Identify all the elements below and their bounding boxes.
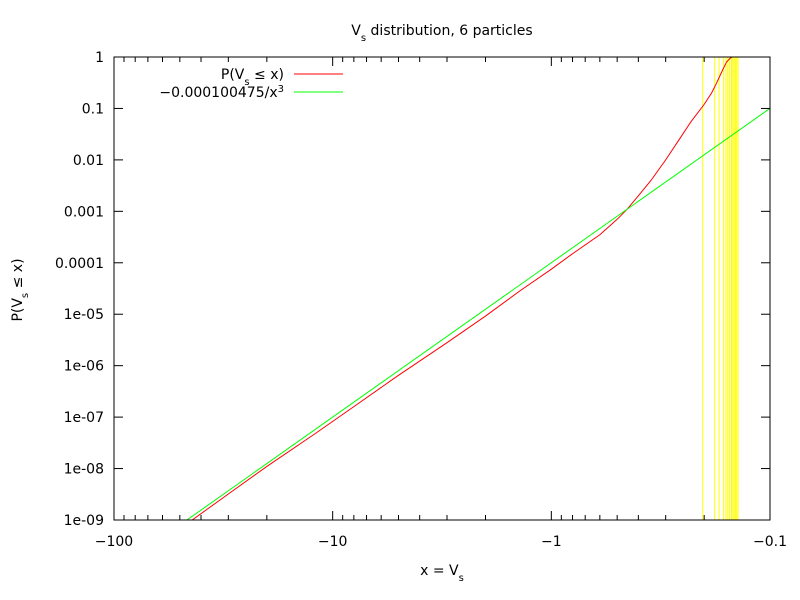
legend: P(Vs ≤ x) −0.000100475/x3 (159, 67, 343, 101)
x-axis-title: x = Vs (420, 563, 464, 584)
series-line-0 (191, 57, 746, 520)
x-tick-label-0: −100 (95, 534, 133, 550)
x-tick-label-1: −10 (318, 534, 348, 550)
chart-title: Vs distribution, 6 particles (351, 23, 532, 44)
y-tick-label-2: 0.01 (73, 153, 104, 169)
y-tick-label-4: 0.0001 (55, 256, 104, 272)
series-line-1 (186, 107, 770, 520)
legend-label-fit: −0.000100475/x3 (159, 84, 284, 102)
y-tick-label-0: 1 (95, 50, 104, 66)
x-tick-label-3: −0.1 (753, 534, 787, 550)
vertical-markers (702, 57, 739, 520)
y-tick-label-9: 1e-09 (64, 513, 104, 529)
y-axis-title: P(Vs ≤ x) (10, 258, 31, 321)
legend-label-probability: P(Vs ≤ x) (221, 67, 284, 88)
y-tick-label-7: 1e-07 (64, 410, 104, 426)
y-tick-label-3: 0.001 (64, 204, 104, 220)
plot-frame (113, 56, 771, 521)
x-tick-label-2: −1 (541, 534, 562, 550)
y-tick-label-6: 1e-06 (64, 359, 104, 375)
y-tick-label-5: 1e-05 (64, 307, 104, 323)
axis-ticks: 1 0.1 0.01 0.001 0.0001 1e-05 1e-06 1e-07 1e-08 1… (55, 50, 787, 550)
y-tick-label-1: 0.1 (82, 101, 104, 117)
y-tick-label-8: 1e-08 (64, 462, 104, 478)
series-layer (186, 57, 770, 520)
